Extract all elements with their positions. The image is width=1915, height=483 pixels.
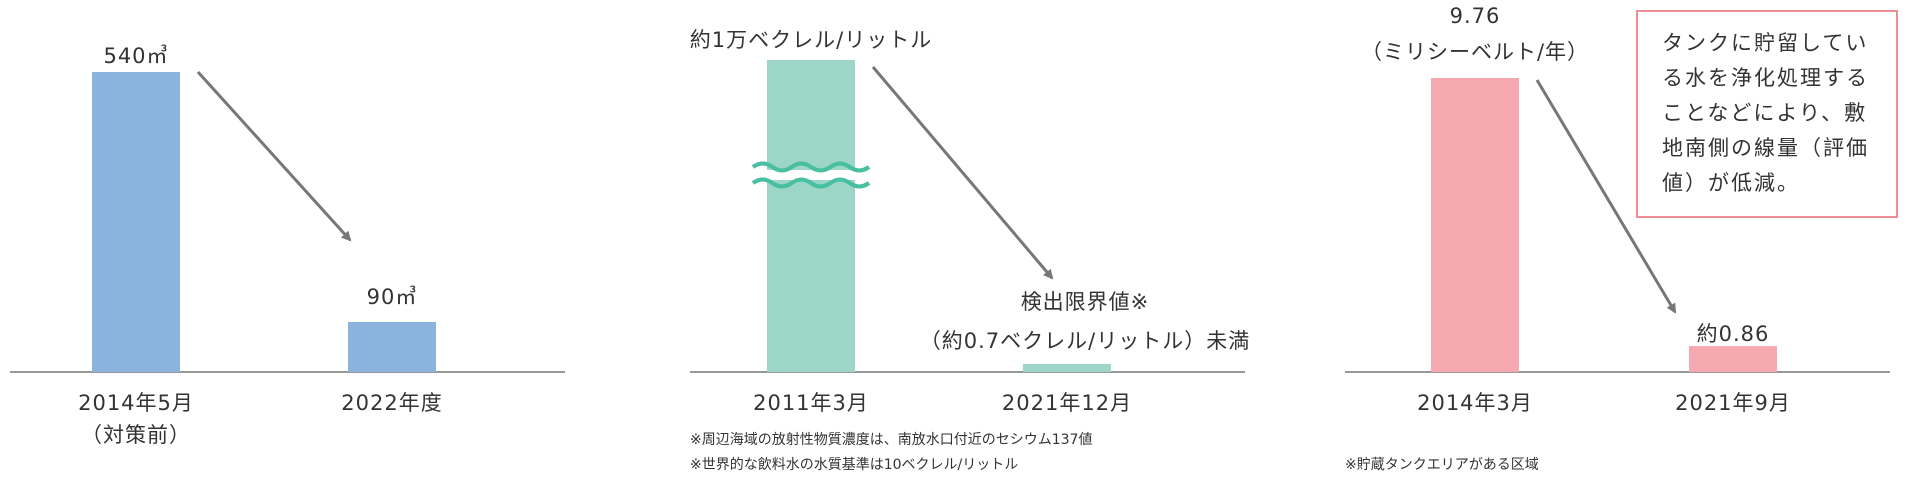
bar (767, 60, 855, 372)
x-tick-label: 2022年度 (341, 391, 442, 415)
x-tick-label: 2011年3月 (753, 391, 869, 415)
bar (1689, 346, 1777, 372)
axis-break-wave (751, 161, 871, 173)
bar-value-label: 約1万ベクレル/リットル (690, 28, 932, 52)
trend-arrow (871, 66, 1054, 280)
bar-value-label: 9.76 （ミリシーベルト/年） (1361, 4, 1589, 64)
bar (1023, 364, 1111, 372)
bar-value-label: 約0.86 (1697, 322, 1770, 346)
axis-break-gap (767, 170, 855, 180)
bar-value-label: 540㎥ (103, 44, 168, 68)
x-tick-label: 2014年5月（対策前） (78, 391, 194, 447)
bar (1431, 78, 1519, 372)
footnote: ※貯蔵タンクエリアがある区域 (1345, 457, 1539, 473)
bar (348, 322, 436, 372)
axis-break-wave (751, 177, 871, 189)
trend-arrow (196, 70, 352, 242)
bar-value-label: 90㎥ (367, 285, 418, 309)
x-tick-label: 2021年12月 (1002, 391, 1132, 415)
x-tick-label: 2021年9月 (1675, 391, 1791, 415)
trend-arrow (1535, 79, 1677, 314)
footnote: ※周辺海域の放射性物質濃度は、南放水口付近のセシウム137値 (690, 432, 1092, 448)
bar-value-label: 検出限界値※（約0.7ベクレル/リットル）未満 (920, 290, 1250, 353)
annotation-box: タンクに貯留している水を浄化処理することなどにより、敷地南側の線量（評価値）が低… (1636, 10, 1898, 218)
x-tick-label: 2014年3月 (1417, 391, 1533, 415)
footnote: ※世界的な飲料水の水質基準は10ベクレル/リットル (690, 456, 1018, 473)
bar (92, 72, 180, 372)
